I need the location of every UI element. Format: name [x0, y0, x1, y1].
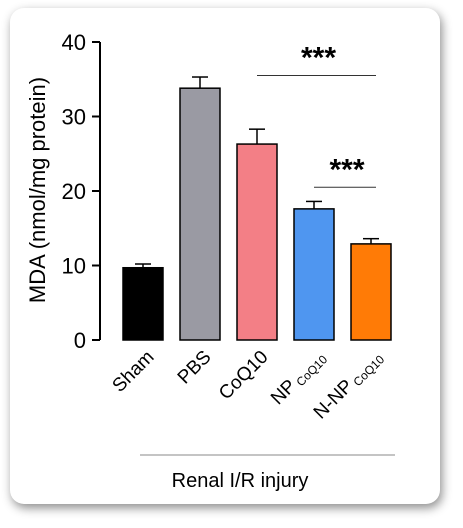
bars: [122, 76, 392, 341]
x-category-text: CoQ10: [215, 347, 272, 404]
y-axis-title: MDA (nmol/mg protein): [25, 77, 50, 303]
x-category-label: Sham: [109, 347, 159, 397]
bar: [293, 208, 335, 341]
significance-label: ***: [329, 153, 364, 186]
x-category-label: PBS: [174, 347, 216, 389]
bar: [350, 243, 392, 341]
significance-label: ***: [301, 42, 336, 75]
group-label: Renal I/R injury: [172, 470, 309, 492]
y-tick-label: 40: [62, 30, 86, 55]
x-category-text: Sham: [109, 347, 159, 397]
y-tick-label: 0: [74, 328, 86, 353]
y-tick-label: 30: [62, 105, 86, 130]
x-category-text: PBS: [174, 347, 216, 389]
y-tick-label: 10: [62, 254, 86, 279]
bar: [236, 143, 278, 341]
x-category-subscript: CoQ10: [293, 352, 330, 389]
y-axis: 0 10 20 30 40: [62, 30, 101, 353]
bar: [122, 266, 164, 341]
significance-brackets: *** ***: [257, 42, 376, 188]
y-tick-label: 20: [62, 179, 86, 204]
bar: [179, 87, 221, 341]
x-category-label: CoQ10: [215, 347, 272, 404]
x-category-subscript: CoQ10: [350, 352, 387, 389]
